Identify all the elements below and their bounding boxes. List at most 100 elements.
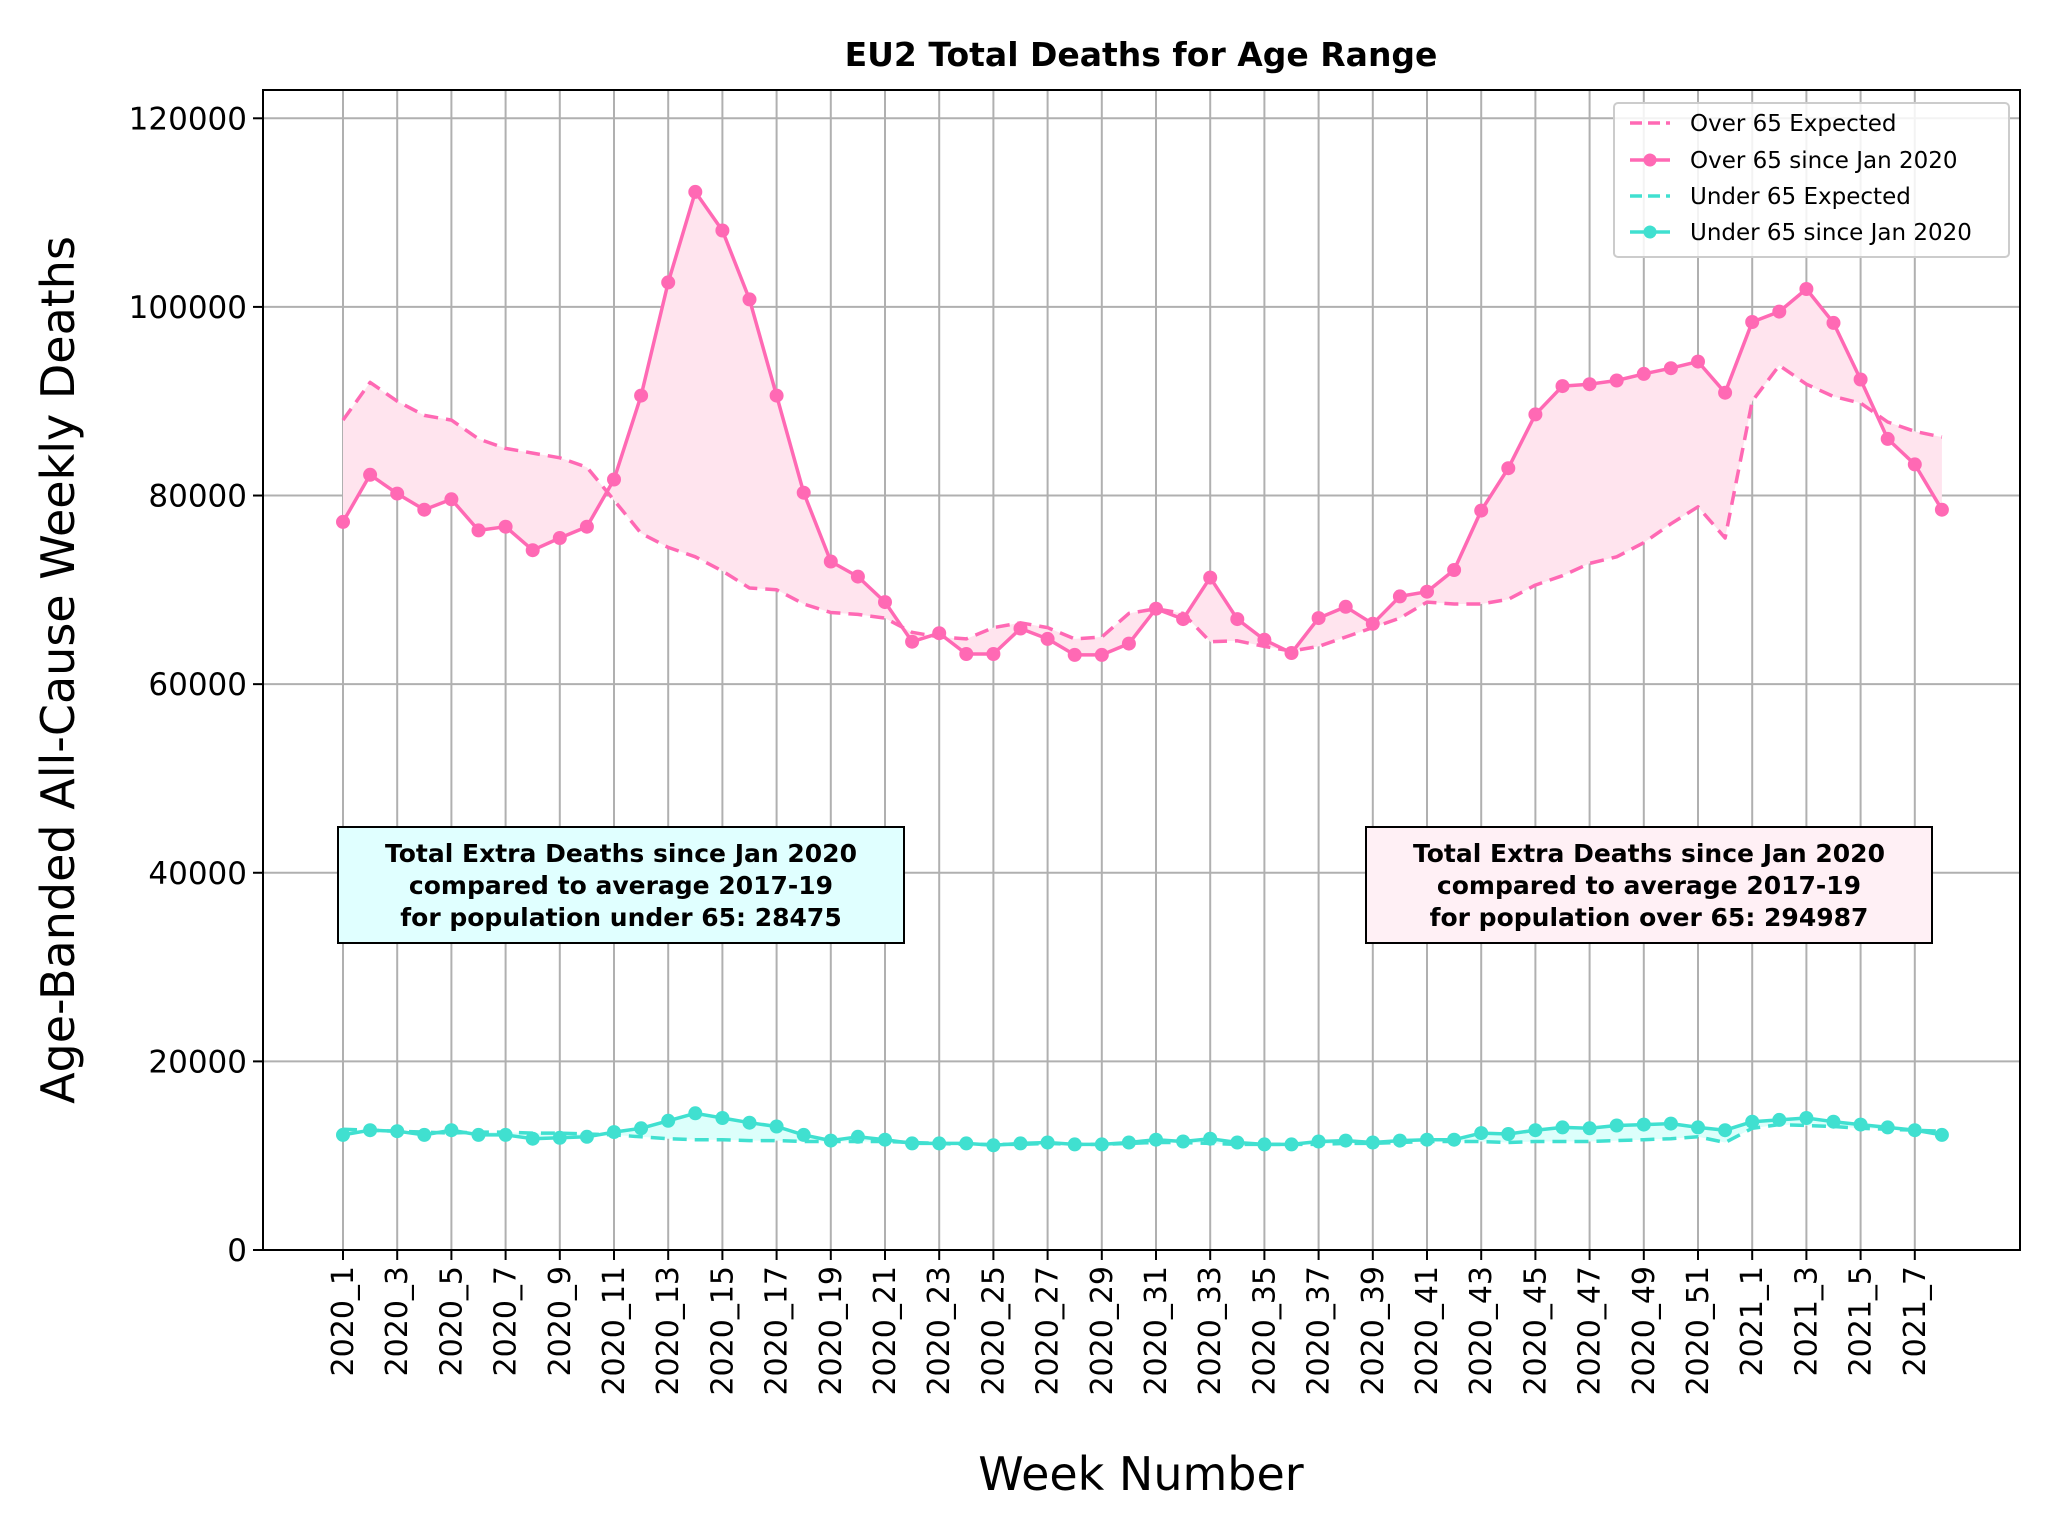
marker-over65-actual <box>1501 461 1516 476</box>
marker-over65-actual <box>1284 646 1299 660</box>
y-tick-label: 60000 <box>148 667 247 703</box>
x-tick-label: 2021_7 <box>1898 1266 1933 1376</box>
x-tick-label: 2020_29 <box>1085 1266 1120 1396</box>
marker-over65-actual <box>1853 372 1868 387</box>
marker-over65-actual <box>959 647 974 661</box>
marker-over65-actual <box>1067 647 1082 662</box>
x-tick-label: 2020_17 <box>760 1266 795 1396</box>
marker-under65-actual <box>579 1129 594 1144</box>
marker-over65-actual <box>1772 304 1787 319</box>
x-tick-label: 2020_39 <box>1356 1266 1391 1396</box>
marker-over65-actual <box>1691 354 1705 369</box>
x-tick-label: 2020_25 <box>976 1266 1011 1396</box>
marker-under65-actual <box>1907 1123 1922 1138</box>
annotation-under65-line-2: compared to average 2017-19 <box>408 871 834 900</box>
marker-under65-actual <box>336 1127 350 1142</box>
marker-under65-actual <box>986 1138 1001 1153</box>
marker-under65-actual <box>1555 1120 1570 1135</box>
marker-under65-actual <box>715 1111 730 1125</box>
annotation-over65-line-2: compared to average 2017-19 <box>1436 871 1862 900</box>
marker-over65-actual <box>525 543 540 558</box>
marker-under65-actual <box>878 1132 892 1147</box>
y-tick-label: 40000 <box>148 856 247 892</box>
x-tick-label: 2020_15 <box>705 1266 740 1396</box>
marker-over65-actual <box>1636 366 1651 381</box>
marker-under65-actual <box>1392 1133 1407 1148</box>
marker-over65-actual <box>1663 361 1678 376</box>
marker-over65-actual <box>1094 647 1109 662</box>
marker-under65-actual <box>1582 1121 1597 1136</box>
marker-under65-actual <box>796 1127 811 1142</box>
marker-over65-actual <box>688 184 703 199</box>
chart-title: EU2 Total Deaths for Age Range <box>845 35 1438 74</box>
marker-under65-actual <box>1663 1116 1678 1131</box>
x-tick-label: 2020_41 <box>1410 1266 1445 1396</box>
marker-over65-actual <box>1176 612 1191 627</box>
fill-over65-deviation <box>343 191 1942 655</box>
x-tick-label: 2020_43 <box>1464 1266 1499 1396</box>
x-tick-label: 2020_21 <box>868 1266 903 1396</box>
marker-over65-actual <box>1799 282 1814 296</box>
marker-under65-actual <box>1257 1137 1272 1152</box>
fill-under65-deviation <box>343 1113 1942 1146</box>
x-tick-label: 2020_11 <box>597 1266 632 1396</box>
marker-over65-actual <box>823 554 838 569</box>
x-tick-label: 2020_37 <box>1302 1266 1337 1396</box>
marker-over65-actual <box>1365 616 1380 631</box>
marker-under65-actual <box>1826 1114 1841 1129</box>
marker-over65-actual <box>1040 631 1055 646</box>
legend-label-under65-actual: Under 65 since Jan 2020 <box>1690 220 1972 246</box>
marker-under65-actual <box>1609 1118 1624 1133</box>
grid <box>263 90 2020 1251</box>
marker-over65-actual <box>1447 563 1462 577</box>
marker-under65-actual <box>932 1136 947 1151</box>
marker-over65-actual <box>1880 431 1895 446</box>
marker-over65-actual <box>1474 503 1489 518</box>
marker-over65-actual <box>661 275 676 290</box>
legend-label-under65-expected: Under 65 Expected <box>1690 184 1911 210</box>
marker-over65-actual <box>715 223 730 238</box>
marker-under65-actual <box>607 1125 621 1140</box>
annotation-under65-line-3: for population under 65: 28475 <box>400 903 842 932</box>
plot-area-frame <box>262 89 2021 1251</box>
line-over65-expected <box>341 363 1943 653</box>
marker-over65-actual <box>336 514 350 529</box>
marker-over65-actual <box>986 647 1001 661</box>
marker-over65-actual <box>1203 570 1218 585</box>
marker-over65-actual <box>1528 407 1543 422</box>
marker-under65-actual <box>1121 1135 1136 1150</box>
marker-under65-actual <box>444 1123 459 1138</box>
marker-over65-actual <box>1609 373 1624 388</box>
y-axis-label: Age-Banded All-Cause Weekly Deaths <box>31 236 85 1104</box>
marker-under65-actual <box>471 1127 486 1142</box>
x-tick-label: 2020_5 <box>434 1266 469 1376</box>
marker-under65-actual <box>1501 1127 1516 1141</box>
marker-over65-actual <box>1745 315 1760 329</box>
legend-marker-over65-actual <box>1643 153 1657 167</box>
annotation-over65-line-3: for population over 65: 294987 <box>1429 903 1869 932</box>
x-tick-label: 2020_19 <box>814 1266 849 1396</box>
marker-under65-actual <box>363 1123 378 1138</box>
marker-over65-actual <box>1826 315 1841 330</box>
y-tick-label: 20000 <box>148 1044 247 1080</box>
marker-over65-actual <box>1149 601 1163 616</box>
marker-under65-actual <box>1284 1137 1299 1152</box>
marker-under65-actual <box>959 1136 974 1151</box>
marker-over65-actual <box>1257 632 1272 647</box>
marker-over65-actual <box>742 292 757 307</box>
marker-over65-actual <box>363 467 378 482</box>
marker-over65-actual <box>1311 611 1326 626</box>
x-tick-label: 2020_49 <box>1627 1266 1662 1396</box>
marker-under65-actual <box>661 1113 676 1128</box>
marker-under65-actual <box>1311 1134 1326 1149</box>
x-tick-label: 2021_3 <box>1789 1266 1824 1376</box>
marker-over65-actual <box>552 531 567 545</box>
marker-under65-actual <box>1636 1117 1651 1132</box>
annotation-under65-line-1: Total Extra Deaths since Jan 2020 <box>385 839 857 868</box>
marker-under65-actual <box>1149 1132 1163 1147</box>
marker-over65-actual <box>471 523 486 538</box>
marker-over65-actual <box>1718 385 1733 400</box>
marker-under65-actual <box>1338 1133 1353 1148</box>
marker-over65-actual <box>1338 599 1353 614</box>
